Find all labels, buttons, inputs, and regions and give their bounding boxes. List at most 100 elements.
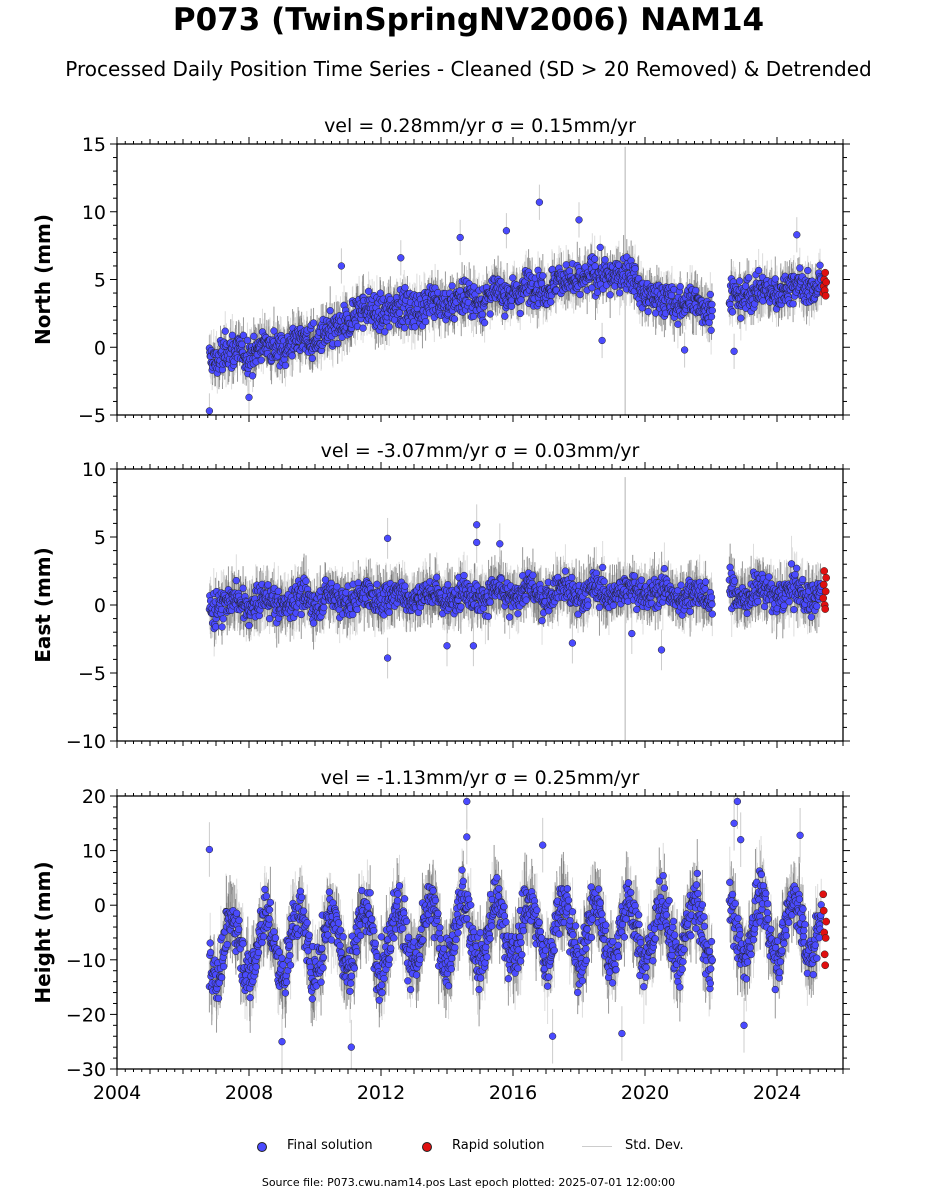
y-axis-label: North (mm) xyxy=(31,214,55,345)
rapid-solution-points xyxy=(819,268,831,300)
final-point xyxy=(692,286,700,295)
final-point xyxy=(631,265,639,273)
final-point xyxy=(274,587,282,595)
final-point xyxy=(400,324,409,332)
rapid-point xyxy=(821,268,830,277)
final-point xyxy=(644,307,652,316)
final-point xyxy=(516,309,524,318)
y-tick-label: 5 xyxy=(94,270,106,292)
final-point xyxy=(228,331,237,339)
final-point xyxy=(238,340,246,348)
final-point xyxy=(478,310,486,319)
final-point xyxy=(730,347,738,355)
final-point xyxy=(517,296,525,304)
final-point xyxy=(674,320,682,328)
final-point xyxy=(593,288,602,296)
final-point xyxy=(789,300,797,308)
final-point xyxy=(257,356,265,364)
final-point xyxy=(239,584,247,592)
final-point xyxy=(219,615,227,623)
final-point xyxy=(469,312,478,321)
panel-title: vel = 0.28mm/yr σ = 0.15mm/yr xyxy=(324,115,636,137)
final-point xyxy=(381,328,389,336)
final-point xyxy=(250,332,258,340)
final-point xyxy=(401,284,409,292)
final-point xyxy=(288,352,296,360)
final-point xyxy=(606,291,614,299)
final-point xyxy=(337,262,346,270)
final-point xyxy=(334,339,342,348)
page-title: P073 (TwinSpringNV2006) NAM14 xyxy=(172,2,765,38)
data-layer xyxy=(205,477,831,741)
final-point xyxy=(708,306,716,315)
final-point xyxy=(232,576,240,585)
final-point xyxy=(507,302,516,311)
final-point xyxy=(793,231,801,239)
final-solution-points xyxy=(205,198,825,415)
final-point xyxy=(502,227,511,235)
final-point xyxy=(680,346,689,354)
final-point xyxy=(480,319,489,327)
y-tick-label: −5 xyxy=(78,405,106,427)
final-point xyxy=(326,307,334,315)
final-point xyxy=(535,198,544,206)
final-point xyxy=(309,319,318,327)
final-point xyxy=(450,315,459,323)
final-point xyxy=(596,243,604,252)
final-point xyxy=(212,623,220,631)
final-point xyxy=(376,289,385,297)
final-point xyxy=(270,327,278,335)
final-point xyxy=(598,336,606,345)
final-point xyxy=(796,264,804,272)
rapid-point xyxy=(821,291,830,300)
chart-panel-0: −5 0 5 10 15 vel = 0.28mm/yr σ = 0.15mm/yr Nor… xyxy=(31,115,850,427)
final-point xyxy=(708,300,716,309)
final-point xyxy=(364,287,373,295)
final-point xyxy=(804,266,812,275)
final-point xyxy=(421,317,430,326)
final-point xyxy=(616,289,624,297)
final-point xyxy=(728,308,737,316)
final-point xyxy=(218,623,226,631)
y-tick-label: 10 xyxy=(82,202,106,224)
final-point xyxy=(601,256,609,264)
final-point xyxy=(735,277,744,285)
final-point xyxy=(397,254,405,262)
final-point xyxy=(205,407,214,415)
final-point xyxy=(539,272,547,280)
final-point xyxy=(395,309,404,317)
final-point xyxy=(281,361,290,370)
final-point xyxy=(245,393,253,402)
final-point xyxy=(509,274,517,282)
y-tick-label: 15 xyxy=(82,134,106,156)
final-point xyxy=(755,266,763,275)
final-point xyxy=(448,282,456,290)
final-point xyxy=(265,614,274,623)
final-point xyxy=(706,290,714,299)
final-point xyxy=(264,581,272,589)
data-layer xyxy=(205,146,831,415)
final-point xyxy=(359,324,367,332)
final-point xyxy=(588,284,596,292)
final-point xyxy=(456,233,464,242)
final-point xyxy=(243,336,252,345)
final-point xyxy=(411,323,419,331)
final-point xyxy=(816,261,824,269)
final-point xyxy=(501,312,509,320)
time-series-charts: −5 0 5 10 15 vel = 0.28mm/yr σ = 0.15mm/yr Nor… xyxy=(31,115,850,1104)
y-tick-label: 0 xyxy=(94,337,106,359)
final-point xyxy=(470,283,478,291)
final-point xyxy=(591,255,599,263)
final-point xyxy=(707,326,715,334)
final-point xyxy=(239,331,248,339)
final-point xyxy=(562,261,570,269)
final-point xyxy=(591,262,599,270)
final-point xyxy=(385,323,393,331)
final-point xyxy=(737,314,745,322)
final-point xyxy=(576,290,584,299)
rapid-point xyxy=(822,278,831,287)
final-point xyxy=(575,216,583,224)
final-point xyxy=(547,298,555,306)
final-point xyxy=(745,273,753,282)
